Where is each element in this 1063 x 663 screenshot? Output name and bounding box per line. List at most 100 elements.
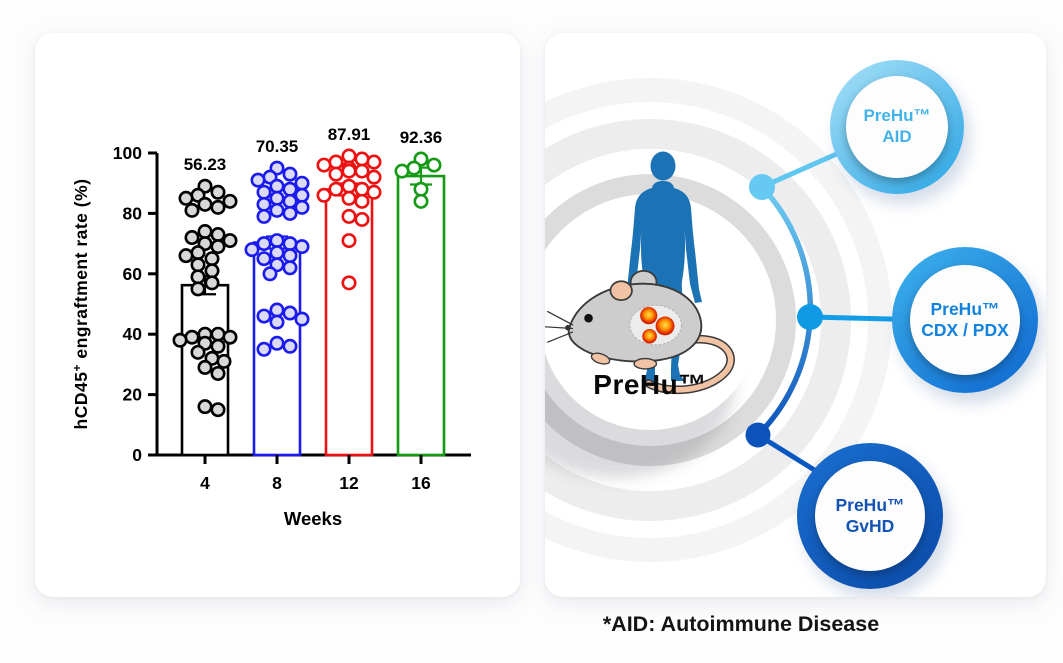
bar-group-week-4: 56.23 4 xyxy=(172,155,238,493)
scatter-point xyxy=(184,329,200,345)
scatter-point xyxy=(256,308,272,324)
node-prehu-cdx-pdx-face: PreHu™ CDX / PDX xyxy=(910,265,1020,375)
tumor-spot xyxy=(655,316,675,336)
scatter-point xyxy=(262,266,278,282)
scatter-point xyxy=(210,402,226,418)
scatter-point xyxy=(269,314,285,330)
scatter-point xyxy=(172,332,188,348)
scatter-point xyxy=(244,242,260,258)
scatter-point xyxy=(197,224,213,240)
scatter-point xyxy=(197,399,213,415)
node-prehu-cdx-pdx: PreHu™ CDX / PDX xyxy=(892,247,1038,393)
scatter-point xyxy=(250,172,266,188)
x-tick-label: 12 xyxy=(339,473,359,493)
node-cdx-pdx-brand: PreHu™ xyxy=(930,298,1000,319)
bar-group-week-8: 70.35 8 xyxy=(244,137,310,493)
scatter-point xyxy=(256,341,272,357)
y-tick-label: 60 xyxy=(123,264,143,284)
scatter-point xyxy=(294,311,310,327)
scatter-point xyxy=(178,248,194,264)
engraftment-chart-card: 0 20 40 60 80 100 hCD45+ engraftment rate (%) 5… xyxy=(35,33,520,597)
scatter-point xyxy=(269,335,285,351)
scatter-point xyxy=(282,248,298,264)
x-axis-label: Weeks xyxy=(284,508,342,529)
node-cdx-pdx-label: CDX / PDX xyxy=(921,320,1009,340)
node-prehu-aid-face: PreHu™ AID xyxy=(846,76,948,178)
x-tick-label: 4 xyxy=(200,473,210,493)
scatter-point xyxy=(294,175,310,191)
mouse-eye xyxy=(584,313,593,323)
node-gvhd-label: GvHD xyxy=(845,516,895,536)
scatter-point xyxy=(269,202,285,218)
bar-group-week-16: 92.36 16 xyxy=(394,128,446,493)
bar-group-week-12: 87.91 12 xyxy=(316,125,382,493)
scatter-point xyxy=(394,163,410,179)
scatter-point xyxy=(294,239,310,255)
mean-value-label: 87.91 xyxy=(328,125,371,144)
scatter-point xyxy=(269,178,285,194)
scatter-point xyxy=(341,178,357,194)
scatter-point xyxy=(269,190,285,206)
scatter-point xyxy=(354,181,370,197)
mean-value-label: 92.36 xyxy=(400,128,443,147)
mean-value-label: 70.35 xyxy=(256,137,299,156)
scatter-point xyxy=(190,245,206,261)
scatter-point xyxy=(197,196,213,212)
scatter-point xyxy=(178,190,194,206)
y-axis-label: hCD45+ engraftment rate (%) xyxy=(70,179,91,430)
scatter-point xyxy=(210,227,226,243)
mouse-hind-foot xyxy=(633,357,658,370)
scatter-point xyxy=(282,260,298,276)
prehu-diagram-card: PreHu™ PreHu™ AID PreHu™ CDX / PDX PreHu… xyxy=(545,33,1046,597)
mouse-tail xyxy=(645,336,734,393)
scatter-point xyxy=(426,157,442,173)
center-brand-label: PreHu™ xyxy=(593,369,707,400)
scatter-point xyxy=(413,181,429,197)
scatter-point xyxy=(354,193,370,209)
scatter-point xyxy=(256,196,272,212)
mean-bar xyxy=(396,174,446,457)
scatter-point xyxy=(204,263,220,279)
aid-footnote: *AID: Autoimmune Disease xyxy=(602,612,880,636)
scatter-point xyxy=(341,208,357,224)
scatter-point xyxy=(366,184,382,200)
connector-dot-cdx-pdx xyxy=(797,304,823,330)
scatter-point xyxy=(282,205,298,221)
mouse-front-paw xyxy=(590,352,611,365)
connector-dot-gvhd xyxy=(745,422,771,448)
scatter-point xyxy=(256,208,272,224)
scatter-point xyxy=(210,326,226,342)
scatter-point xyxy=(354,211,370,227)
node-gvhd-brand: PreHu™ xyxy=(835,494,905,515)
scatter-point xyxy=(341,233,357,249)
scatter-point xyxy=(184,202,200,218)
mean-bar xyxy=(324,188,374,457)
human-head xyxy=(650,151,676,181)
scatter-point xyxy=(210,365,226,381)
scatter-point xyxy=(341,275,357,291)
mouse-ear-front xyxy=(609,280,633,302)
y-tick-label: 20 xyxy=(123,385,143,405)
scatter-point xyxy=(366,169,382,185)
node-aid-label: AID xyxy=(882,127,912,146)
scatter-point xyxy=(341,148,357,164)
scatter-point xyxy=(354,151,370,167)
scatter-point xyxy=(316,157,332,173)
scatter-point xyxy=(222,329,238,345)
node-prehu-gvhd-face: PreHu™ GvHD xyxy=(815,461,925,571)
node-prehu-gvhd: PreHu™ GvHD xyxy=(797,443,943,589)
scatter-point xyxy=(256,251,272,267)
node-prehu-aid: PreHu™ AID xyxy=(830,60,964,194)
node-aid-brand: PreHu™ xyxy=(863,106,931,126)
scatter-point xyxy=(328,154,344,170)
scatter-point xyxy=(222,193,238,209)
scatter-point xyxy=(210,184,226,200)
scatter-point xyxy=(282,338,298,354)
scatter-point xyxy=(210,338,226,354)
scatter-point xyxy=(341,163,357,179)
scatter-point xyxy=(184,230,200,246)
scatter-point xyxy=(354,163,370,179)
scatter-point xyxy=(190,269,206,285)
y-tick-label: 80 xyxy=(123,203,143,223)
mouse-whiskers xyxy=(545,310,574,343)
